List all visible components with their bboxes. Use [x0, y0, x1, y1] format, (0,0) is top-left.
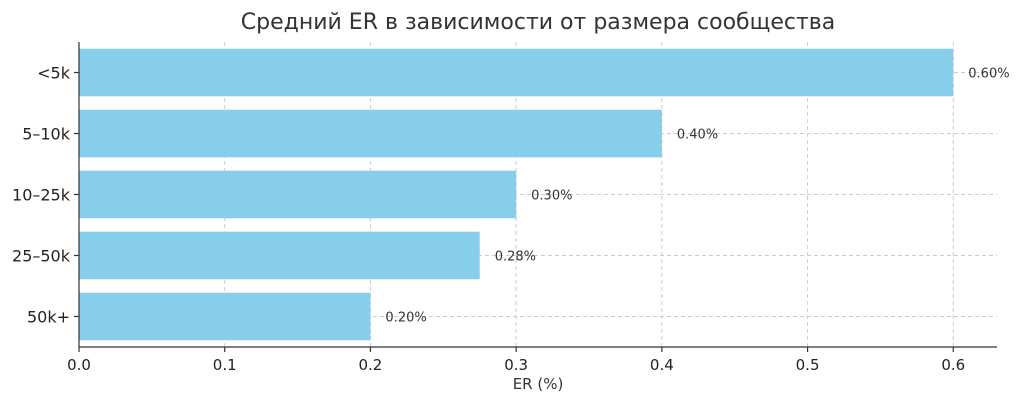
- category-label: 25–50k: [12, 247, 71, 266]
- x-tick-label: 0.0: [67, 356, 91, 374]
- bar: [79, 48, 954, 97]
- bar-value-label: 0.60%: [968, 67, 1009, 82]
- category-label: 10–25k: [12, 186, 71, 205]
- bar: [79, 170, 517, 219]
- data-labels: 0.60% 0.40% 0.30% 0.28% 0.20%: [385, 67, 1009, 326]
- x-tick-label: 0.5: [796, 356, 820, 374]
- x-axis-ticks: 0.0 0.1 0.2 0.3 0.4 0.5 0.6: [67, 347, 965, 374]
- category-label: 50k+: [27, 308, 70, 327]
- bar-value-label: 0.40%: [677, 128, 718, 143]
- category-label: 5–10k: [22, 125, 71, 144]
- bar: [79, 231, 480, 280]
- y-axis-categories: <5k 5–10k 10–25k 25–50k 50k+: [12, 64, 79, 327]
- x-tick-label: 0.2: [358, 356, 382, 374]
- x-axis-label: ER (%): [513, 375, 564, 393]
- bar-value-label: 0.20%: [385, 311, 426, 326]
- bar-value-label: 0.30%: [531, 189, 572, 204]
- category-label: <5k: [37, 64, 71, 83]
- x-tick-label: 0.1: [213, 356, 237, 374]
- bar-value-label: 0.28%: [495, 250, 536, 265]
- bars: [79, 48, 954, 341]
- x-tick-label: 0.6: [941, 356, 965, 374]
- bar: [79, 109, 662, 158]
- chart-title: Средний ER в зависимости от размера сооб…: [241, 10, 835, 35]
- x-tick-label: 0.4: [650, 356, 674, 374]
- x-tick-label: 0.3: [504, 356, 528, 374]
- bar: [79, 292, 371, 341]
